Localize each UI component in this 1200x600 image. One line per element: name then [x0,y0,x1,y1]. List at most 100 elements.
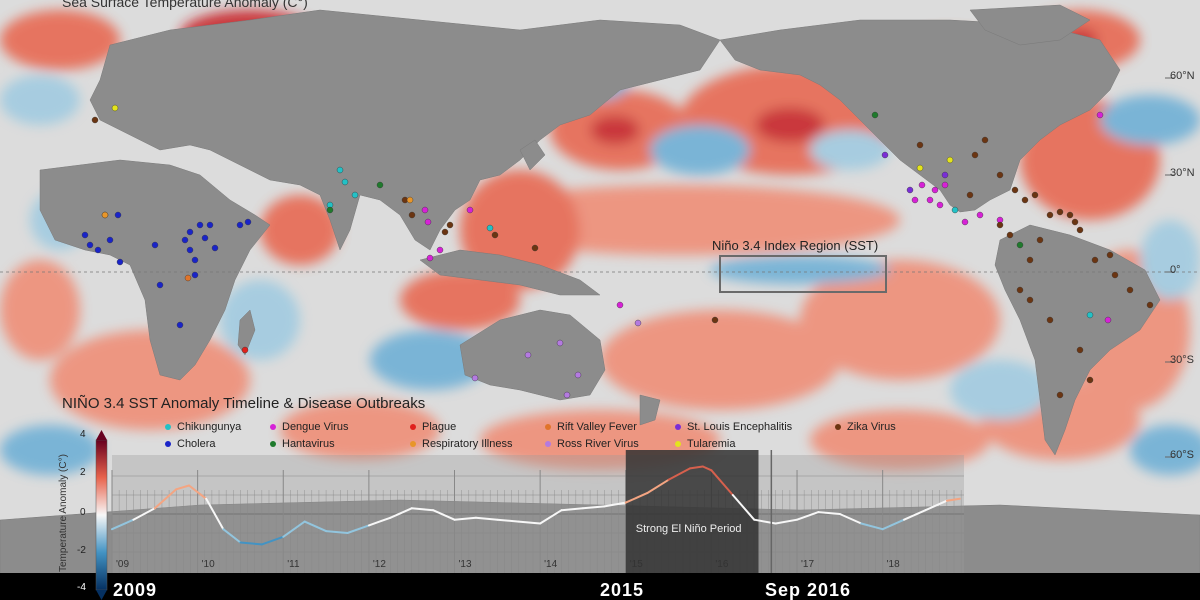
timeline-tick-label: '13 [458,559,472,570]
nino-region-label: Niño 3.4 Index Region (SST) [712,238,879,253]
legend-label: St. Louis Encephalitis [687,421,793,433]
outbreak-point [931,186,939,194]
legend-item: Respiratory Illness [410,438,512,450]
timeline-tick-label: '11 [287,559,300,570]
lat-label-60s: 60°S [1170,449,1194,461]
outbreak-point [563,391,571,399]
outbreak-point [1011,186,1019,194]
legend-label: Zika Virus [847,421,896,433]
outbreak-point [1086,311,1094,319]
lat-label-60n: 60°N [1170,70,1195,82]
timeline-tick-label: '16 [715,559,729,570]
colorbar-tick-neg2: -2 [77,545,86,556]
outbreak-point [881,151,889,159]
outbreak-point [151,241,159,249]
year-label-current: Sep 2016 [765,580,852,600]
outbreak-point [936,201,944,209]
timeline-tick-label: '12 [372,559,386,570]
timeline-tick-label: '18 [886,559,900,570]
outbreak-point [524,351,532,359]
outbreak-point [111,104,119,112]
outbreak-point [556,339,564,347]
outbreak-point [101,211,109,219]
outbreak-point [326,206,334,214]
japan [519,139,546,171]
colorbar-tick-0: 0 [80,507,86,518]
outbreak-point [196,221,204,229]
outbreak-point [421,206,429,214]
outbreak-point [1071,218,1079,226]
legend-swatch [165,424,171,430]
legend-label: Cholera [177,438,216,450]
outbreak-point [406,196,414,204]
outbreak-point [1076,346,1084,354]
outbreak-point [711,316,719,324]
legend-item: Dengue Virus [270,421,348,433]
outbreak-point [211,244,219,252]
legend-swatch [165,441,171,447]
legend-swatch [675,441,681,447]
outbreak-point [1126,286,1134,294]
outbreak-point [976,211,984,219]
lat-label-30s: 30°S [1170,354,1194,366]
outbreak-point [181,236,189,244]
outbreak-point [1091,256,1099,264]
outbreak-point [1016,286,1024,294]
colorbar-label: Temperature Anomaly (C°) [58,454,69,572]
legend-label: Tularemia [687,438,736,450]
outbreak-point [91,116,99,124]
outbreak-point [918,181,926,189]
outbreak-point [971,151,979,159]
colorbar-tick-4: 4 [80,429,86,440]
eurasia [89,9,721,251]
colorbar-tick-2: 2 [80,467,86,478]
legend-swatch [270,441,276,447]
legend-label: Rift Valley Fever [557,421,637,433]
outbreak-point [201,234,209,242]
outbreak-point [996,171,1004,179]
legend-item: Rift Valley Fever [545,421,637,433]
nino-region-box [719,255,887,293]
australia [459,309,606,401]
outbreak-point [191,256,199,264]
legend-swatch [545,424,551,430]
outbreak-point [341,178,349,186]
legend-item: Chikungunya [165,421,241,433]
timeline-tick-label: '15 [629,559,643,570]
outbreak-point [116,258,124,266]
outbreak-point [966,191,974,199]
year-label-start: 2009 [113,580,158,600]
outbreak-point [1006,231,1014,239]
outbreak-point [911,196,919,204]
legend-item: St. Louis Encephalitis [675,421,792,433]
timeline-tick-label: '10 [201,559,215,570]
outbreak-point [94,246,102,254]
land-masses [0,4,1200,576]
outbreak-point [466,206,474,214]
outbreak-point [351,191,359,199]
year-label-mid: 2015 [600,580,645,600]
outbreak-point [176,321,184,329]
timeline-tick-label: '17 [801,559,815,570]
outbreak-point [441,228,449,236]
outbreak-point [1066,211,1074,219]
legend-item: Cholera [165,438,216,450]
outbreak-point [114,211,122,219]
outbreak-point [871,111,879,119]
outbreak-point [574,371,582,379]
outbreak-point [926,196,934,204]
outbreak-point [946,156,954,164]
outbreak-point [634,319,642,327]
outbreak-point [1086,376,1094,384]
timeline-title: NIÑO 3.4 SST Anomaly Timeline & Disease … [62,395,426,412]
outbreak-point [961,218,969,226]
legend-swatch [410,424,416,430]
latitude-ticks [1165,77,1175,458]
legend-swatch [675,424,681,430]
outbreak-point [486,224,494,232]
outbreak-point [1026,256,1034,264]
disease-legend: Chikungunya Dengue Virus Plague Rift Valley… [160,421,920,457]
legend-label: Respiratory Illness [422,438,513,450]
